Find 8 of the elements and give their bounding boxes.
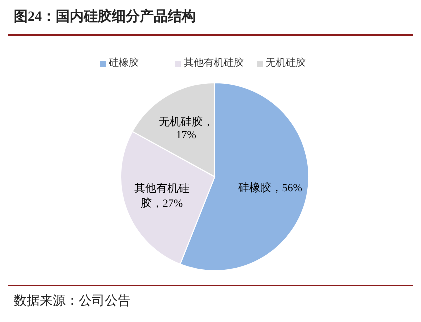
chart-title: 图24：国内硅胶细分产品结构 [14,8,196,26]
source-note: 数据来源：公司公告 [14,292,131,310]
data-label: 其他有机硅胶，27% [133,182,190,212]
data-label: 硅橡胶，56% [238,181,302,196]
legend-label: 其他有机硅胶 [183,56,244,70]
data-label: 无机硅胶，17% [158,115,215,142]
legend-label: 硅橡胶 [108,56,139,70]
legend-label: 无机硅胶 [265,56,306,70]
